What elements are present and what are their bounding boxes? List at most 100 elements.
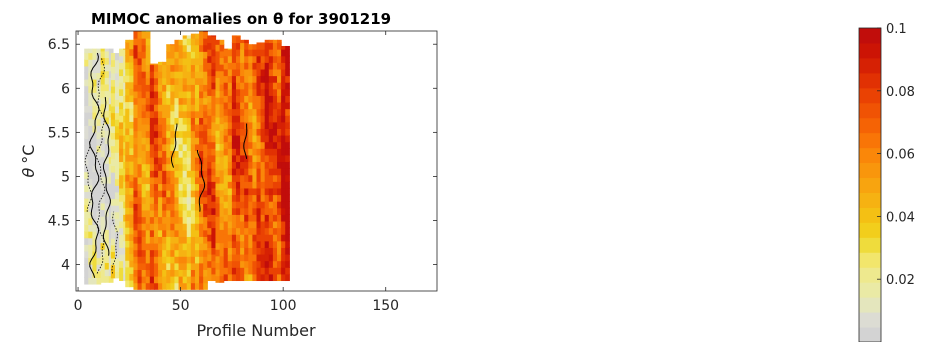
heatmap-cell: [182, 157, 188, 165]
heatmap-cell: [235, 227, 241, 235]
heatmap-cell: [149, 236, 155, 244]
heatmap-cell: [190, 242, 196, 251]
heatmap-cell: [231, 62, 237, 70]
heatmap-cell: [119, 273, 124, 282]
heatmap-cell: [145, 203, 151, 211]
heatmap-cell: [141, 242, 147, 251]
heatmap-cell: [272, 42, 278, 50]
heatmap-cell: [158, 203, 163, 211]
heatmap-cell: [211, 35, 217, 37]
heatmap-cell: [211, 108, 217, 116]
heatmap-cell: [129, 75, 135, 83]
heatmap-cell: [199, 71, 204, 79]
heatmap-cell: [211, 214, 217, 222]
heatmap-cell: [252, 128, 258, 136]
heatmap-cell: [248, 201, 253, 209]
heatmap-cell: [84, 48, 89, 54]
heatmap-cell: [170, 170, 176, 178]
heatmap-cell: [285, 194, 290, 202]
heatmap-cell: [215, 130, 221, 138]
heatmap-cell: [264, 260, 270, 268]
heatmap-cell: [256, 247, 262, 255]
heatmap-cell: [190, 203, 196, 211]
heatmap-cell: [182, 71, 188, 79]
heatmap-cell: [104, 209, 110, 217]
heatmap-cell: [100, 130, 106, 138]
heatmap-cell: [92, 131, 98, 140]
heatmap-cell: [84, 105, 89, 113]
heatmap-cell: [170, 117, 176, 125]
heatmap-cell: [182, 269, 188, 277]
heatmap-cell: [174, 110, 180, 118]
heatmap-cell: [219, 202, 225, 211]
heatmap-cell: [207, 128, 212, 136]
heatmap-cell: [215, 90, 221, 98]
colorbar-tick-label: 0.06: [886, 148, 915, 163]
heatmap-cell: [194, 157, 200, 165]
heatmap-cell: [285, 174, 290, 182]
heatmap-cell: [223, 88, 229, 96]
heatmap-cell: [96, 171, 102, 179]
heatmap-cell: [227, 207, 233, 215]
heatmap-cell: [223, 101, 229, 110]
heatmap-cell: [203, 262, 208, 271]
heatmap-cell: [244, 227, 249, 235]
heatmap-cell: [248, 148, 253, 156]
heatmap-cell: [203, 190, 208, 198]
heatmap-cell: [153, 157, 159, 165]
heatmap-cell: [227, 49, 233, 57]
heatmap-cell: [174, 196, 180, 204]
colorbar-swatch: [859, 207, 881, 223]
heatmap-cell: [174, 39, 180, 46]
heatmap-cell: [92, 191, 98, 199]
heatmap-cell: [119, 201, 124, 209]
heatmap-cell: [96, 257, 102, 265]
heatmap-cell: [277, 135, 282, 143]
heatmap-cell: [256, 121, 262, 129]
contour-line: [89, 52, 100, 278]
heatmap-cell: [244, 214, 249, 222]
heatmap-cell: [178, 262, 184, 271]
heatmap-cell: [285, 234, 290, 242]
colorbar-swatch: [859, 312, 881, 328]
heatmap-cell: [277, 267, 282, 275]
heatmap-cell: [256, 267, 262, 275]
heatmap-cell: [260, 227, 266, 235]
heatmap-cell: [203, 209, 208, 218]
heatmap-cell: [194, 276, 200, 284]
heatmap-cell: [186, 117, 192, 125]
heatmap-cell: [235, 247, 241, 255]
heatmap-cell: [182, 262, 188, 271]
heatmap-cell: [194, 256, 200, 264]
heatmap-cell: [137, 64, 143, 72]
heatmap-cell: [162, 176, 167, 185]
heatmap-cell: [268, 115, 274, 123]
heatmap-cell: [190, 57, 196, 66]
heatmap-cell: [125, 220, 130, 228]
heatmap-cell: [129, 279, 135, 288]
heatmap-cell: [182, 229, 188, 237]
heatmap-cell: [207, 82, 212, 90]
heatmap-cell: [141, 110, 147, 118]
heatmap-cell: [137, 104, 143, 112]
heatmap-cell: [223, 62, 229, 70]
heatmap-cell: [256, 174, 262, 182]
heatmap-cell: [194, 64, 200, 72]
heatmap-cell: [219, 64, 225, 72]
heatmap-cell: [149, 63, 155, 66]
heatmap-cell: [190, 157, 196, 165]
heatmap-cell: [235, 181, 241, 189]
heatmap-cell: [92, 270, 98, 278]
heatmap-cell: [211, 75, 217, 83]
heatmap-cell: [203, 97, 208, 105]
heatmap-cell: [114, 205, 120, 213]
heatmap-cell: [240, 55, 245, 63]
heatmap-cell: [145, 282, 151, 290]
heatmap-cell: [92, 257, 98, 265]
heatmap-cell: [145, 170, 151, 178]
heatmap-cell: [186, 256, 192, 264]
heatmap-cell: [186, 176, 192, 185]
heatmap-cell: [104, 103, 110, 111]
heatmap-cell: [158, 249, 163, 257]
heatmap-cell: [277, 115, 282, 123]
